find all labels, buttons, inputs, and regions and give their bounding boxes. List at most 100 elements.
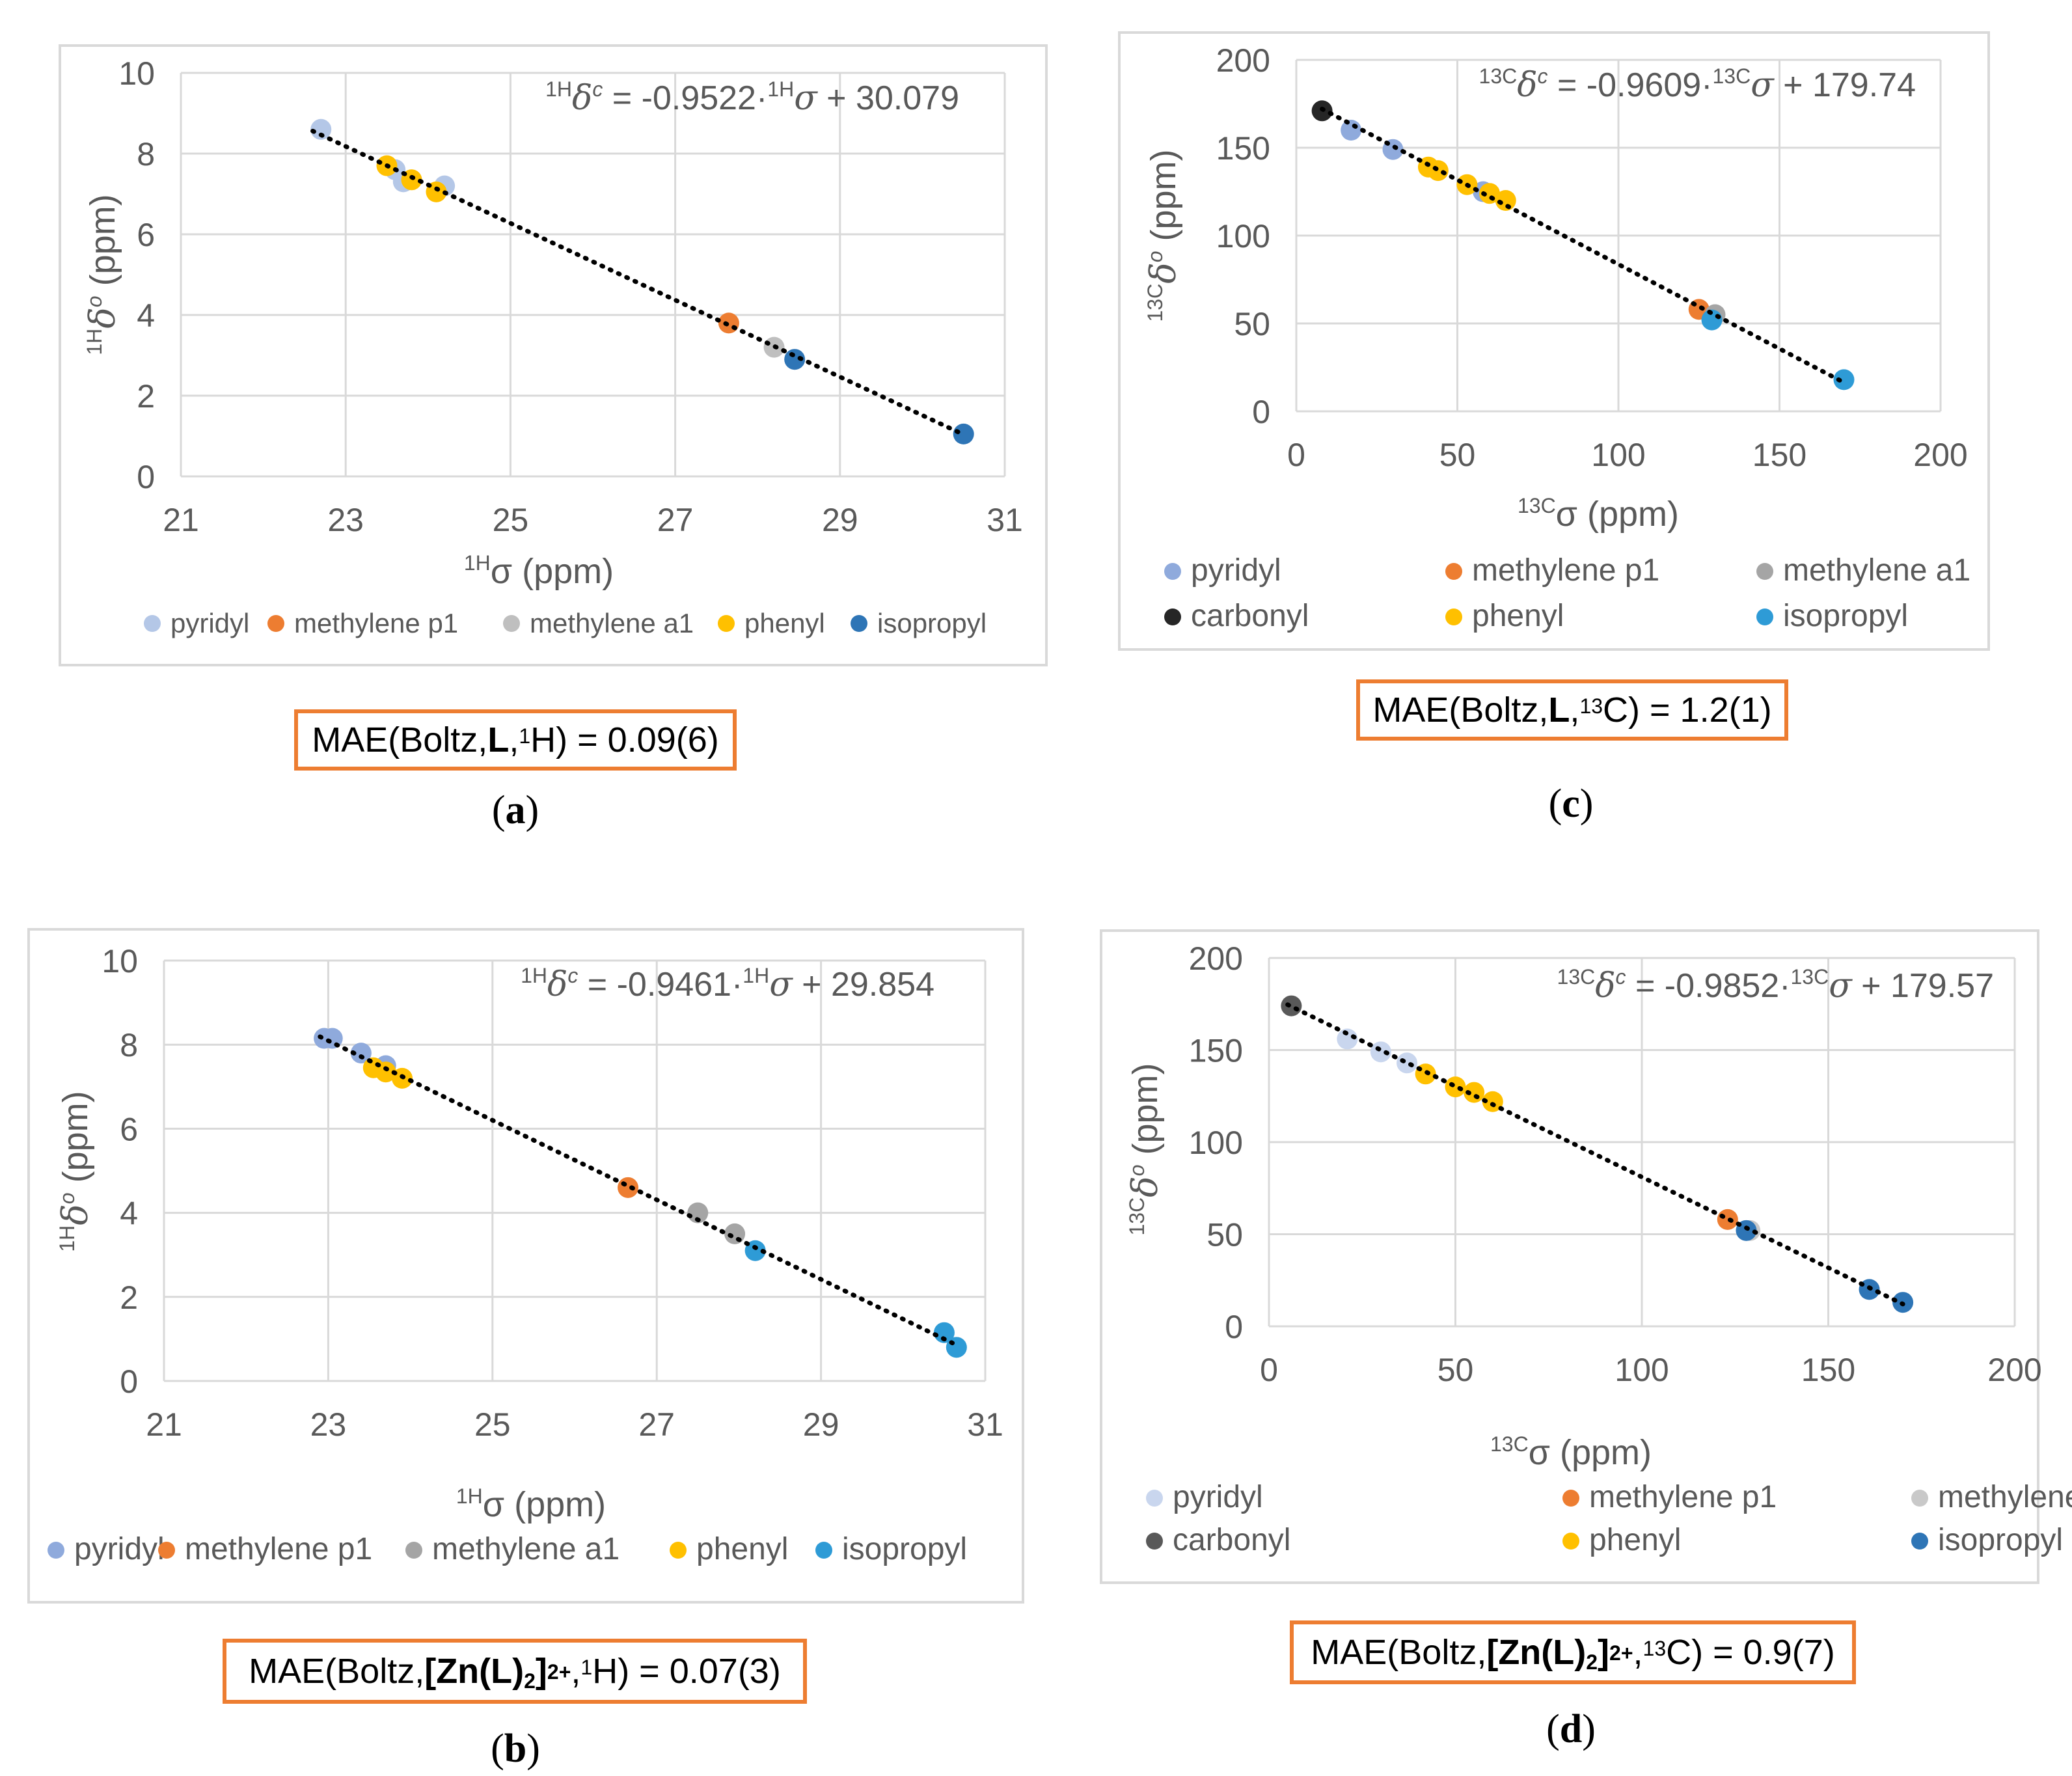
legend-label: methylene a1 [1783, 553, 1970, 588]
mae-post-c: C) = 1.2(1) [1603, 690, 1772, 730]
legend-marker [48, 1542, 64, 1559]
mae-box-a: MAE(Boltz, L, 1 H) = 0.09(6) [294, 709, 737, 771]
trend-equation: 13Cδc = -0.9609·13Cσ + 179.74 [1479, 64, 1916, 105]
y-title-sup: 1H [83, 329, 106, 355]
mae-bold-b: [Zn(L)2]2+ [424, 1651, 571, 1693]
eq-sigma: σ [1829, 966, 1853, 1005]
legend-d: pyridyl methylene p1 methylene a1 carbonyl p… [1146, 1480, 2072, 1557]
mae-post-a: H) = 0.09(6) [530, 720, 719, 759]
legend-label: pyridyl [1191, 553, 1281, 588]
x-title-sup: 13C [1518, 494, 1556, 517]
legend-marker [851, 615, 867, 632]
y-title-tail: (ppm) [56, 1091, 95, 1192]
y-tick-label: 6 [137, 217, 155, 253]
mae-box-b: MAE(Boltz, [Zn(L)2]2+, 1 H) = 0.07(3) [223, 1639, 807, 1704]
data-point-phenyl [375, 1061, 396, 1083]
gridlines-c [1295, 59, 1942, 413]
legend-marker [1911, 1490, 1928, 1507]
mae-bold-text-d: [Zn(L) [1486, 1633, 1587, 1672]
eq-sup: c [1616, 965, 1626, 989]
trendline [310, 128, 966, 437]
legend-marker [1562, 1533, 1579, 1550]
mae-mid-c: , [1570, 690, 1580, 730]
legend-marker [503, 615, 520, 632]
trendline [1320, 106, 1846, 385]
y-tick-label: 10 [118, 55, 155, 92]
legend-label: phenyl [1472, 599, 1564, 633]
y-axis-title: 1Hδo (ppm) [82, 194, 123, 355]
eq-tail: + 29.854 [793, 966, 934, 1004]
x-tick-label: 100 [1591, 437, 1645, 473]
data-point-methylene-a1 [724, 1223, 746, 1244]
y-title-tail: (ppm) [1144, 149, 1183, 251]
y-tick-label: 4 [120, 1195, 138, 1232]
panel-label-d: (d) [1546, 1707, 1596, 1751]
eq-sigma: σ [769, 965, 793, 1004]
y-tick-label: 0 [137, 459, 155, 495]
x-tick-label: 50 [1439, 437, 1476, 473]
y-tick-label: 6 [120, 1111, 138, 1147]
x-tick-label: 100 [1615, 1352, 1669, 1388]
legend-label: methylene a1 [432, 1532, 620, 1566]
panel-label-b: (b) [491, 1727, 540, 1771]
legend-marker [1164, 563, 1181, 580]
eq-delta: δ [1595, 966, 1615, 1005]
eq-tail: + 30.079 [817, 79, 959, 117]
x-axis-title: 1Hσ (ppm) [464, 551, 614, 591]
eq-mid: = -0.9461· [578, 966, 743, 1004]
data-point-isopropyl [933, 1322, 955, 1343]
eq-delta: δ [572, 79, 592, 118]
eq-sup: 13C [1479, 64, 1518, 88]
eq-delta: δ [547, 965, 567, 1004]
legend-marker [1445, 608, 1462, 625]
legend-label: phenyl [1589, 1523, 1681, 1557]
data-point-pyridyl [310, 118, 332, 140]
legend-label: methylene a1 [530, 608, 694, 638]
eq-sigma: σ [794, 79, 818, 118]
y-title-delta: δ [1125, 1176, 1166, 1197]
mae-pre-b: MAE(Boltz, [249, 1652, 425, 1691]
x-axis-title: 1Hσ (ppm) [456, 1484, 606, 1524]
markers-c [1311, 100, 1855, 390]
mae-box-d: MAE(Boltz, [Zn(L)2]2+, 13 C) = 0.9(7) [1290, 1620, 1856, 1684]
y-title-sup: o [83, 295, 106, 307]
legend-marker [1756, 563, 1773, 580]
y-title-sup: 13C [1143, 284, 1167, 322]
y-axis-title: 1Hδo (ppm) [55, 1091, 96, 1251]
mae-bold-sub-b: 2 [524, 1669, 536, 1693]
mae-mid-a: , [509, 720, 519, 759]
y-tick-label: 100 [1216, 218, 1270, 254]
eq-sup: c [1538, 64, 1548, 88]
legend-marker [670, 1542, 687, 1559]
chart-d: 0 50 100 150 200 0 50 100 150 200 13Cδc = -0.9852·… [1100, 929, 2072, 1584]
y-axis-title: 13Cδo (ppm) [1125, 1063, 1166, 1235]
mae-sup-a: 1 [519, 724, 531, 748]
legend-marker [1164, 608, 1181, 625]
x-tick-label: 29 [822, 502, 858, 538]
data-point-pyridyl [1397, 1052, 1418, 1074]
eq-sup: 1H [743, 964, 769, 987]
legend-label: pyridyl [170, 608, 249, 638]
gridlines-b [163, 959, 987, 1382]
eq-sup: c [592, 77, 603, 101]
y-title-sup: o [1125, 1165, 1149, 1177]
eq-mid: = -0.9609· [1548, 66, 1713, 104]
x-tick-label: 50 [1438, 1352, 1474, 1388]
legend-label: isopropyl [842, 1532, 967, 1566]
data-point-phenyl [1495, 190, 1516, 211]
y-tick-label: 0 [1225, 1309, 1243, 1345]
x-tick-label: 200 [1987, 1352, 2041, 1388]
data-point-methylene-p1 [618, 1177, 639, 1198]
x-tick-label: 0 [1260, 1352, 1278, 1388]
data-point-isopropyl [953, 423, 974, 444]
mae-bold-text-b: [Zn(L) [424, 1652, 525, 1691]
eq-sup: c [567, 964, 578, 987]
y-tick-label: 2 [137, 378, 155, 415]
x-title-main: σ (ppm) [1529, 1433, 1652, 1472]
y-title-sup: o [55, 1192, 79, 1204]
y-title-sup: 1H [55, 1225, 79, 1252]
legend-label: phenyl [696, 1532, 788, 1566]
panel-letter-b: b [504, 1727, 527, 1771]
eq-sup: 1H [545, 77, 572, 101]
eq-sup: 13C [1790, 965, 1829, 989]
